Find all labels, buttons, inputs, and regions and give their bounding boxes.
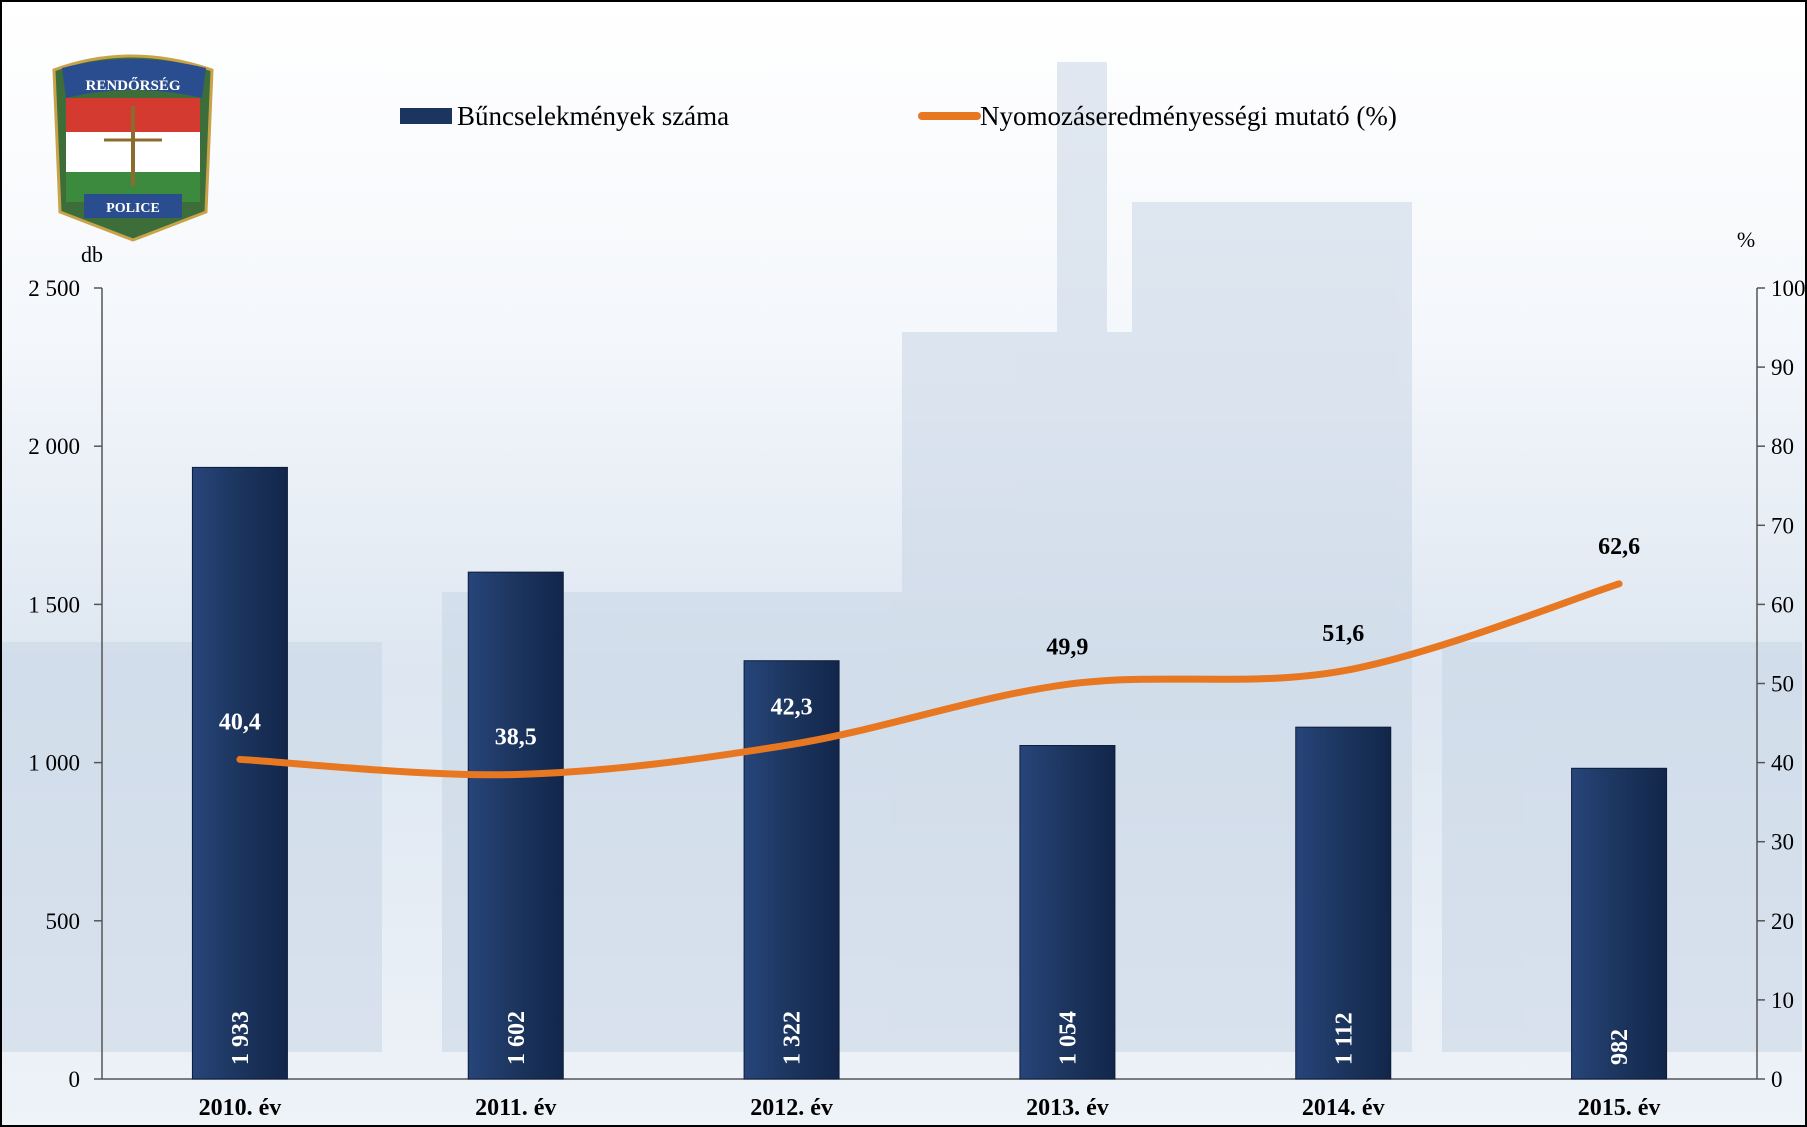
right-tick-label: 50 — [1771, 672, 1794, 697]
legend-label-line: Nyomozáseredményességi mutató (%) — [980, 101, 1397, 131]
right-tick-label: 20 — [1771, 909, 1794, 934]
line-point — [788, 741, 795, 748]
line-point — [512, 771, 519, 778]
x-tick-label: 2013. év — [1026, 1095, 1109, 1121]
bar-value-label: 1 602 — [504, 1011, 530, 1065]
line-point — [1064, 681, 1071, 688]
left-tick-label: 2 500 — [28, 276, 80, 301]
right-tick-label: 40 — [1771, 751, 1794, 776]
bar — [191, 466, 288, 1080]
left-axis-unit: db — [81, 242, 103, 267]
left-axis-ticks: 0 500 1 000 1 500 2 000 2 500 — [28, 276, 102, 1092]
logo-bottom-text: POLICE — [106, 201, 160, 216]
right-tick-label: 90 — [1771, 355, 1794, 380]
legend-swatch-bars — [400, 108, 452, 124]
bar-value-label: 1 112 — [1331, 1012, 1357, 1065]
x-axis-labels: 2010. év 2011. év 2012. év 2013. év 2014. év… — [199, 1095, 1661, 1121]
bar-value-label: 1 933 — [228, 1011, 254, 1065]
line-point — [1340, 667, 1347, 674]
line-point — [1616, 580, 1623, 587]
line-path — [236, 580, 1623, 779]
x-tick-label: 2015. év — [1578, 1095, 1661, 1121]
logo-top-text: RENDŐRSÉG — [85, 77, 180, 94]
x-tick-label: 2011. év — [475, 1095, 556, 1121]
line-value-label: 42,3 — [771, 694, 813, 720]
right-axis-ticks: 0 10 20 30 40 50 60 70 80 90 100 — [1757, 276, 1805, 1092]
x-tick-label: 2010. év — [199, 1095, 282, 1121]
right-tick-label: 0 — [1771, 1067, 1783, 1092]
right-tick-label: 70 — [1771, 513, 1794, 538]
line-value-label: 49,9 — [1046, 634, 1088, 660]
bar — [467, 571, 564, 1080]
bar-series: 1 933 1 602 1 322 1 054 1 112 982 — [191, 466, 1668, 1080]
bar-value-label: 1 322 — [780, 1011, 806, 1065]
bar — [743, 660, 840, 1080]
police-logo: RENDŐRSÉG POLICE — [52, 54, 214, 242]
right-tick-label: 60 — [1771, 592, 1794, 617]
left-tick-label: 1 000 — [28, 751, 80, 776]
left-tick-label: 500 — [46, 909, 81, 934]
bar — [1571, 767, 1668, 1080]
right-tick-label: 30 — [1771, 830, 1794, 855]
line-value-label: 51,6 — [1322, 621, 1364, 647]
line-value-label: 40,4 — [219, 709, 261, 735]
bar-value-label: 982 — [1607, 1029, 1633, 1065]
legend: Bűncselekmények száma Nyomozáseredményes… — [400, 101, 1397, 131]
line-series: 40,4 38,5 42,3 49,9 51,6 62,6 — [219, 534, 1640, 779]
right-tick-label: 10 — [1771, 988, 1794, 1013]
right-tick-label: 100 — [1771, 276, 1805, 301]
right-axis-unit: % — [1737, 227, 1755, 252]
x-tick-label: 2014. év — [1302, 1095, 1385, 1121]
left-tick-label: 0 — [69, 1067, 81, 1092]
line-point — [236, 756, 243, 763]
right-tick-label: 80 — [1771, 434, 1794, 459]
x-tick-label: 2012. év — [750, 1095, 833, 1121]
bar — [1019, 745, 1116, 1080]
legend-label-bars: Bűncselekmények száma — [457, 101, 729, 131]
left-tick-label: 1 500 — [28, 592, 80, 617]
line-value-label: 62,6 — [1598, 534, 1640, 560]
left-tick-label: 2 000 — [28, 434, 80, 459]
bar — [1295, 726, 1392, 1080]
line-value-label: 38,5 — [495, 724, 537, 750]
bar-value-label: 1 054 — [1055, 1011, 1081, 1065]
